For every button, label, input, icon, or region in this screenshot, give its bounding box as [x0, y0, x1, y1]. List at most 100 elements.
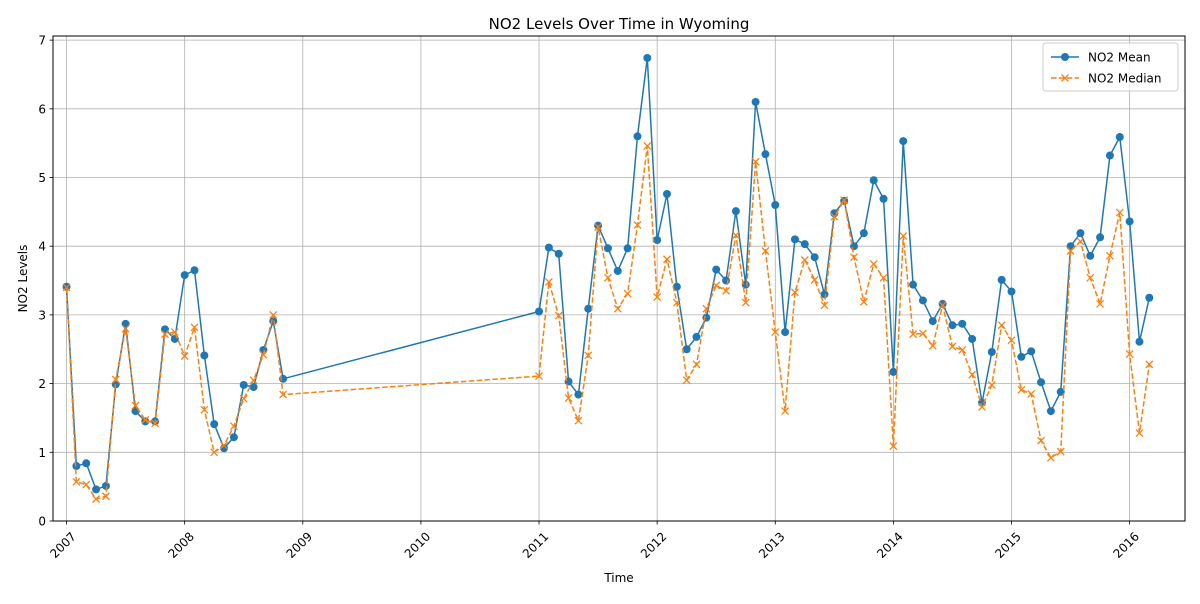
data-point: [1096, 299, 1105, 308]
data-point: [840, 196, 849, 205]
data-point: [1027, 347, 1036, 356]
data-point: [92, 485, 101, 494]
data-point: [1007, 336, 1016, 345]
data-point: [643, 141, 652, 150]
legend-label: NO2 Median: [1088, 72, 1162, 86]
data-point: [909, 280, 918, 289]
data-point: [72, 477, 81, 486]
data-point: [161, 330, 169, 339]
data-point: [692, 332, 701, 341]
data-point: [1105, 251, 1114, 260]
data-point: [554, 249, 563, 258]
data-point: [1046, 407, 1055, 416]
data-point: [909, 330, 918, 339]
data-point: [800, 240, 809, 249]
y-tick-label: 0: [38, 515, 46, 529]
data-point: [190, 266, 199, 275]
data-point: [594, 221, 603, 230]
data-point: [692, 360, 701, 369]
y-tick-label: 5: [38, 171, 46, 185]
data-point: [170, 334, 179, 343]
data-point: [535, 372, 543, 381]
y-tick-label: 6: [38, 102, 46, 116]
data-point: [672, 298, 681, 307]
data-point: [948, 321, 957, 330]
data-point: [1076, 237, 1085, 246]
data-point: [1125, 350, 1134, 359]
data-point: [958, 319, 967, 328]
data-point: [712, 281, 721, 290]
data-point: [101, 492, 110, 501]
data-point: [938, 299, 947, 308]
data-point: [279, 390, 288, 399]
data-point: [229, 433, 238, 442]
data-point: [997, 321, 1006, 330]
data-point: [682, 345, 691, 354]
data-point: [210, 448, 219, 457]
data-point: [210, 420, 219, 429]
data-point: [249, 376, 258, 385]
data-point: [751, 157, 760, 166]
data-point: [82, 480, 91, 489]
data-point: [820, 301, 829, 310]
data-point: [1115, 132, 1124, 141]
data-point: [623, 289, 632, 298]
legend-label: NO2 Mean: [1088, 51, 1151, 65]
y-tick-label: 7: [38, 34, 46, 48]
data-point: [1125, 217, 1134, 226]
data-point: [603, 273, 612, 282]
chart-title: NO2 Levels Over Time in Wyoming: [489, 15, 750, 33]
data-point: [613, 304, 622, 313]
data-point: [968, 370, 977, 379]
data-point: [810, 253, 819, 262]
data-point: [249, 383, 258, 392]
data-point: [761, 247, 770, 255]
data-point: [544, 243, 553, 252]
data-point: [672, 282, 681, 291]
data-point: [1037, 436, 1045, 445]
series-group: [62, 53, 1154, 503]
data-point: [603, 244, 612, 253]
data-point: [535, 307, 544, 316]
data-point: [574, 390, 583, 399]
data-point: [928, 317, 937, 326]
data-point: [1017, 385, 1026, 394]
data-point: [653, 236, 662, 245]
data-point: [968, 334, 977, 343]
data-point: [141, 417, 150, 426]
data-point: [1056, 447, 1065, 456]
data-point: [850, 253, 858, 262]
data-point: [918, 296, 927, 305]
legend-entry: NO2 Mean: [1051, 51, 1151, 65]
x-axis-label: Time: [603, 571, 633, 585]
data-point: [190, 323, 199, 332]
data-point: [180, 352, 189, 361]
data-point: [1135, 429, 1144, 438]
data-point: [918, 329, 927, 338]
data-point: [879, 273, 888, 282]
data-point: [564, 394, 573, 402]
data-point: [663, 255, 671, 264]
data-point: [702, 304, 711, 313]
y-tick-label: 4: [38, 240, 46, 254]
data-point: [987, 381, 996, 389]
y-axis-label: NO2 Levels: [16, 245, 30, 313]
data-point: [820, 290, 829, 299]
data-point: [613, 266, 622, 275]
data-point: [229, 422, 238, 431]
data-point: [781, 407, 790, 416]
data-point: [1076, 229, 1085, 238]
data-point: [151, 419, 160, 428]
data-point: [859, 229, 868, 238]
data-point: [1056, 387, 1065, 396]
legend-entry: NO2 Median: [1051, 72, 1162, 86]
data-point: [790, 288, 799, 297]
data-point: [1145, 293, 1154, 302]
data-point: [1037, 378, 1046, 387]
data-point: [810, 275, 819, 284]
data-point: [584, 304, 593, 313]
data-point: [269, 310, 278, 319]
data-point: [1007, 287, 1016, 296]
